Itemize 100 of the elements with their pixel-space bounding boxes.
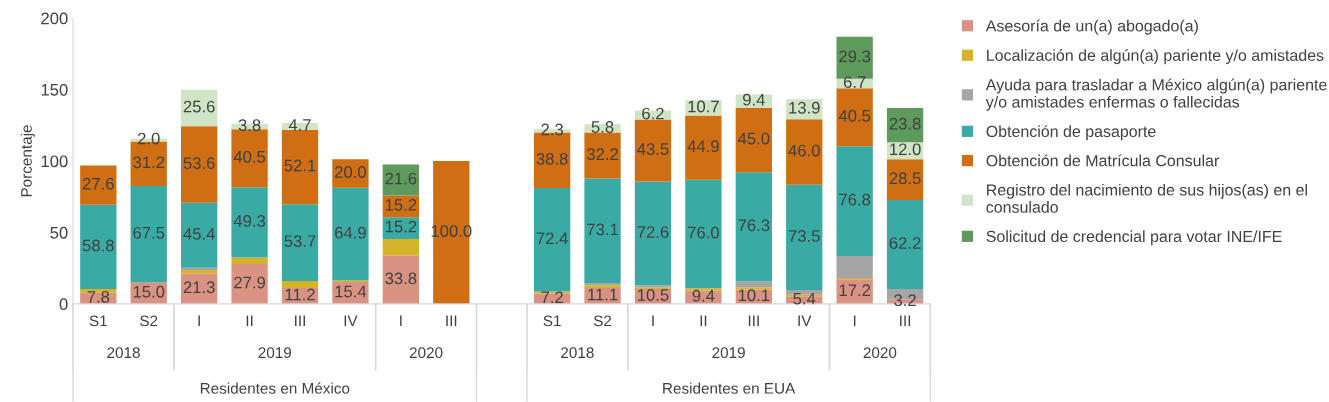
bar [685, 115, 722, 180]
bar [584, 178, 621, 284]
data-label: 15.2 [385, 198, 417, 211]
data-label: 67.5 [133, 226, 165, 239]
data-label: 76.3 [738, 219, 770, 232]
data-label: 76.0 [688, 226, 719, 239]
data-label: 28.5 [889, 172, 921, 185]
data-label: 7.2 [541, 291, 563, 304]
x-tick-label: I [853, 315, 856, 327]
data-label: 17.2 [839, 284, 871, 296]
bar [332, 159, 369, 188]
bar [231, 187, 268, 258]
data-label: 73.5 [788, 230, 820, 242]
bar [181, 126, 218, 203]
x-tick-label: I [652, 315, 654, 327]
data-label: 10.7 [688, 100, 719, 113]
bar [735, 281, 772, 288]
data-label: 38.8 [536, 152, 568, 165]
data-label: 9.4 [743, 93, 765, 106]
legend-label: Registro del nacimiento de sus hijos(as) en el consulado [986, 183, 1307, 213]
data-label: 6.7 [843, 76, 866, 88]
x-tick-label: II [700, 315, 707, 327]
x-tick-label: S1 [543, 315, 561, 327]
data-label: 46.0 [788, 144, 820, 157]
data-label: 73.1 [587, 223, 618, 236]
bar [786, 184, 823, 290]
data-label: 5.8 [591, 121, 614, 133]
y-tick-label: 0 [59, 298, 68, 311]
x-tick-label: III [748, 315, 759, 327]
bar [281, 280, 319, 288]
bar [332, 187, 369, 281]
legend-label: Solicitud de credencial para votar INE/IFE [986, 230, 1282, 246]
bar [685, 288, 722, 291]
bar [382, 255, 419, 304]
bar [836, 88, 873, 147]
bar [181, 267, 218, 270]
bar [80, 165, 117, 205]
x-tick-label: S2 [593, 315, 612, 327]
legend-label: Obtención de Matrícula Consular [986, 154, 1219, 167]
data-label: 64.9 [335, 226, 366, 239]
legend-label: Obtención de pasaporte [986, 125, 1156, 141]
bar [80, 288, 117, 293]
bar [786, 289, 823, 295]
data-label: 44.9 [687, 140, 719, 153]
x-tick-label: III [446, 315, 457, 327]
x-tick-label: IV [344, 315, 358, 327]
bar [281, 129, 319, 205]
y-tick-label: 150 [41, 83, 68, 96]
legend-label: Localización de algún(a) pariente y/o amistades [987, 49, 1324, 65]
bar [533, 188, 571, 292]
bar [786, 119, 823, 185]
legend-label: Ayuda para trasladar a México algún(a) pariente y/o amistades enfermas o fallecidas [985, 78, 1327, 111]
data-label: 7.8 [87, 291, 110, 303]
data-label: 49.3 [233, 215, 266, 227]
data-label: 45.0 [737, 132, 770, 145]
y-tick-label: 50 [50, 226, 68, 239]
text: 2018 [561, 347, 594, 359]
bar [382, 238, 419, 256]
data-label: 21.3 [183, 281, 215, 294]
data-label: 27.9 [234, 276, 266, 289]
data-label: 15.0 [133, 285, 165, 298]
x-tick-label: III [900, 315, 911, 327]
data-label: 15.2 [385, 220, 417, 233]
bar [231, 257, 268, 265]
bar [181, 89, 218, 127]
bar [735, 172, 772, 282]
data-label: 11.1 [588, 288, 618, 301]
data-label: 27.6 [82, 177, 114, 190]
data-label: 11.2 [285, 288, 315, 301]
data-label: 52.1 [284, 159, 316, 172]
data-label: 12.0 [890, 143, 921, 156]
bar [281, 204, 319, 281]
x-tick-label: III [295, 315, 305, 327]
data-label: 2.3 [541, 123, 563, 136]
data-label: 31.2 [133, 156, 165, 169]
data-label: 9.4 [692, 289, 715, 302]
x-tick-label: I [198, 315, 200, 327]
bar [231, 129, 268, 188]
data-label: 13.9 [789, 101, 820, 114]
data-label: 40.5 [233, 150, 266, 163]
text: 2019 [712, 347, 745, 359]
bar [836, 146, 873, 256]
legend-label: Asesoría de un(a) abogado(a) [985, 19, 1198, 35]
y-tick-label: 100 [41, 155, 68, 168]
bar [231, 264, 268, 304]
bar [181, 202, 218, 268]
x-tick-label: I [400, 315, 402, 327]
bar [634, 119, 672, 182]
data-label: 72.6 [637, 226, 669, 238]
bar [584, 132, 621, 179]
x-tick-label: IV [798, 315, 812, 327]
bar [433, 161, 470, 304]
data-label: 76.8 [839, 193, 871, 206]
x-tick-label: S1 [89, 315, 107, 327]
bar [685, 179, 722, 289]
text: Residentes en EUA [663, 382, 796, 394]
data-label: 21.6 [385, 172, 417, 185]
data-label: 29.3 [839, 50, 871, 63]
data-label: 43.5 [637, 143, 669, 155]
data-label: 15.4 [335, 285, 367, 298]
